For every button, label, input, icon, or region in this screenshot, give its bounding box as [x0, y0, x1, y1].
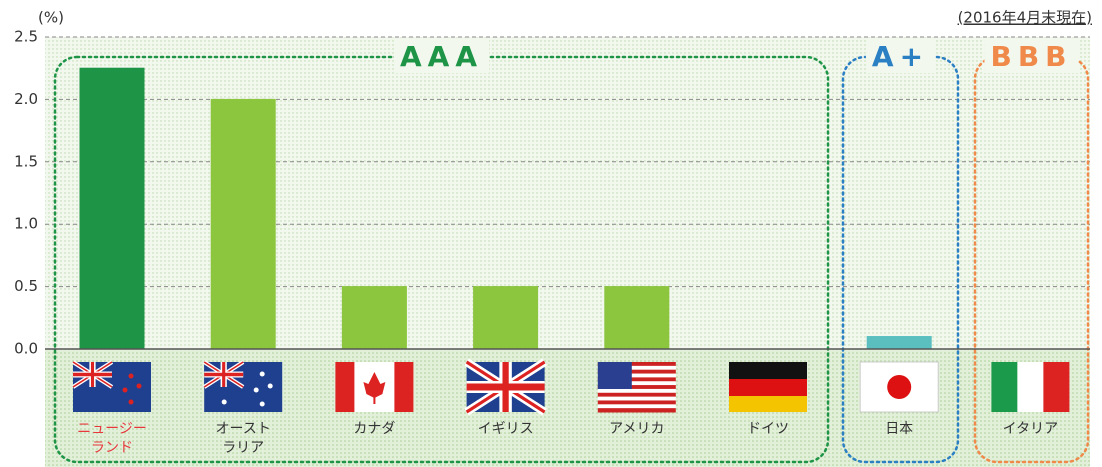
y-tick-label: 2.0: [14, 90, 38, 108]
flag-part: [122, 387, 128, 393]
y-unit: (%): [38, 9, 64, 27]
bar: [604, 286, 670, 350]
flag-part: [1043, 362, 1070, 412]
annotation: (2016年4月末現在): [958, 9, 1092, 27]
group-label-bg: [984, 40, 1079, 73]
flag-part: [373, 396, 376, 404]
flag-part: [729, 379, 807, 396]
plot-bg: [45, 37, 1090, 349]
flag: [71, 360, 151, 412]
flag-part: [73, 372, 112, 377]
flag: [335, 362, 414, 412]
flag-part: [363, 372, 386, 398]
y-tick-label: 0.0: [14, 340, 38, 358]
flag-part: [597, 396, 676, 401]
y-tick-label: 2.5: [14, 28, 38, 46]
flag-part: [597, 388, 676, 394]
flag: [597, 362, 676, 413]
flag-part: [597, 404, 676, 409]
x-tick-label: アメリカ: [609, 421, 665, 437]
flag-part: [204, 372, 244, 377]
bar: [341, 286, 407, 350]
flag-part: [597, 408, 676, 413]
y-tick-label: 1.5: [14, 152, 38, 170]
flag-part: [729, 396, 807, 412]
flag: [991, 362, 1070, 412]
flag: [729, 362, 807, 412]
group-label-bg: [393, 40, 490, 73]
y-tick-label: 1.0: [14, 215, 38, 233]
flag-part: [991, 362, 1018, 412]
bar: [79, 67, 145, 350]
flag-part: [253, 387, 259, 393]
flag-part: [597, 369, 676, 375]
flag-part: [259, 401, 265, 407]
flag: [464, 358, 547, 416]
flag-part: [729, 362, 807, 379]
group-label: AAA: [400, 40, 483, 73]
flag-part: [887, 375, 912, 399]
flag-part: [597, 377, 676, 382]
flag-part: [128, 399, 134, 405]
x-tick-label: イギリス: [477, 421, 534, 437]
flag-part: [259, 371, 265, 377]
flag-part: [597, 362, 632, 389]
flag-part: [597, 362, 676, 367]
x-tick-label: ドイツ: [747, 421, 789, 437]
bar: [866, 336, 932, 350]
group-label: BBB: [990, 40, 1072, 73]
flag-part: [597, 385, 676, 390]
flag: [859, 361, 939, 413]
flag: [203, 360, 283, 412]
group-label: A+: [872, 40, 929, 73]
flag-part: [394, 362, 414, 412]
x-tick-label: イタリア: [1002, 421, 1059, 437]
flag-part: [128, 373, 134, 379]
flag-part: [1017, 362, 1044, 412]
flag-part: [335, 362, 355, 412]
flag-part: [859, 361, 939, 413]
y-tick-label: 0.5: [14, 277, 38, 295]
flag-part: [597, 400, 676, 405]
flag-part: [221, 399, 227, 405]
bar: [473, 286, 539, 350]
flag-part: [597, 365, 676, 371]
x-tick-label: 日本: [885, 421, 914, 437]
flag-part: [267, 383, 273, 389]
flag-part: [597, 373, 676, 378]
group-box: [973, 55, 1090, 464]
x-tick-label: カナダ: [353, 421, 396, 437]
flag-part: [136, 383, 142, 389]
group-box: [53, 55, 830, 464]
x-tick-label: オースト ラリア: [215, 421, 271, 456]
bar: [210, 98, 276, 350]
flag-part: [597, 381, 676, 386]
flag-part: [466, 383, 545, 391]
flag-part: [597, 392, 676, 398]
group-label-bg: [865, 40, 936, 73]
x-tick-label: ニュージー ランド: [77, 421, 147, 456]
